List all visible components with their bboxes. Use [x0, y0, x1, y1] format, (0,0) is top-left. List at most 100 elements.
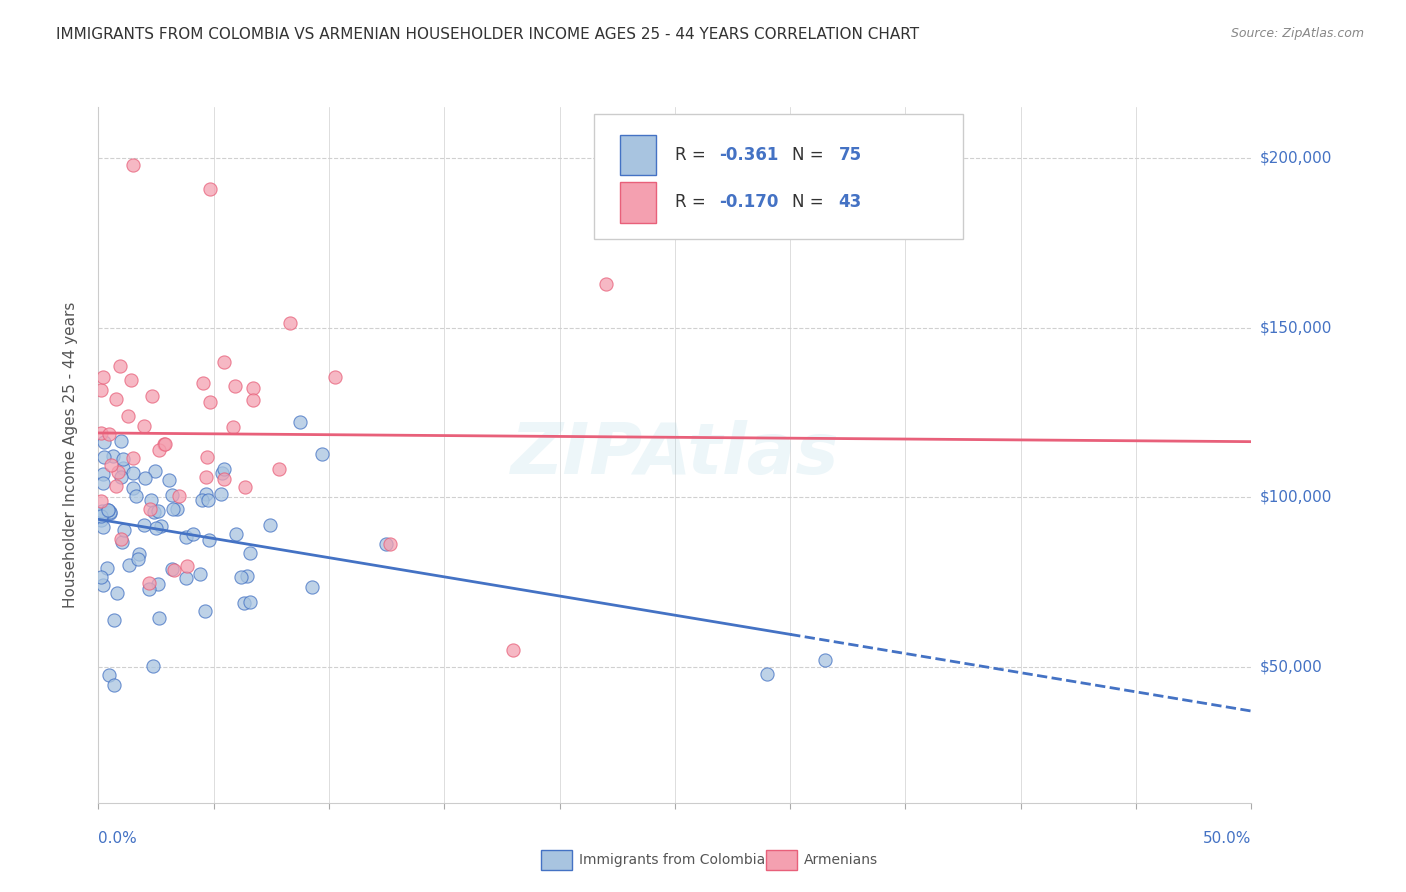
Point: [91, 504, 114, 518]
Point: [194, 486, 217, 500]
Point: [191, 376, 214, 390]
Point: [174, 530, 197, 544]
Point: [214, 472, 236, 486]
Point: [145, 464, 167, 478]
Point: [756, 666, 779, 681]
Point: [323, 370, 346, 384]
Point: [222, 420, 245, 434]
Point: [224, 379, 246, 393]
Point: [101, 449, 124, 463]
Point: [90, 509, 112, 524]
Point: [110, 532, 132, 546]
Point: [181, 526, 204, 541]
Point: [138, 582, 160, 597]
Text: ZIPAtlas: ZIPAtlas: [510, 420, 839, 490]
Point: [197, 492, 219, 507]
Point: [229, 570, 252, 584]
Point: [191, 492, 214, 507]
Point: [236, 569, 259, 583]
Point: [122, 158, 145, 172]
Point: [375, 537, 398, 551]
Point: [814, 653, 837, 667]
Point: [90, 513, 112, 527]
Point: [301, 580, 323, 594]
Point: [97, 503, 120, 517]
Point: [194, 604, 217, 618]
Point: [188, 567, 211, 582]
Point: [97, 503, 120, 517]
Text: Immigrants from Colombia: Immigrants from Colombia: [579, 853, 765, 867]
Point: [225, 527, 247, 541]
Point: [194, 470, 217, 484]
Point: [134, 517, 156, 532]
Point: [169, 489, 191, 503]
Point: [90, 493, 112, 508]
Point: [160, 488, 183, 502]
Text: R =: R =: [675, 194, 711, 211]
Point: [100, 458, 122, 472]
Text: 75: 75: [838, 146, 862, 164]
FancyBboxPatch shape: [595, 114, 963, 239]
Text: $50,000: $50,000: [1260, 659, 1323, 674]
Point: [91, 520, 114, 534]
Point: [209, 486, 232, 500]
Point: [198, 395, 221, 409]
Text: Armenians: Armenians: [804, 853, 879, 867]
Point: [211, 466, 233, 480]
Point: [117, 409, 139, 423]
FancyBboxPatch shape: [620, 135, 657, 175]
Point: [127, 552, 149, 566]
Point: [121, 466, 143, 480]
Point: [120, 373, 142, 387]
Point: [166, 502, 188, 516]
Point: [148, 442, 170, 457]
Point: [96, 561, 118, 575]
Point: [134, 471, 156, 485]
Point: [98, 427, 121, 442]
Point: [103, 678, 125, 692]
Point: [311, 447, 333, 461]
Point: [150, 519, 173, 533]
Point: [93, 450, 115, 464]
Point: [145, 521, 167, 535]
Point: [155, 436, 177, 450]
Point: [198, 533, 221, 547]
Text: N =: N =: [793, 146, 830, 164]
Point: [98, 668, 121, 682]
Y-axis label: Householder Income Ages 25 - 44 years: Householder Income Ages 25 - 44 years: [63, 301, 77, 608]
Point: [148, 503, 170, 517]
Point: [239, 594, 262, 608]
Point: [174, 571, 197, 585]
Point: [139, 502, 162, 516]
Point: [104, 392, 127, 407]
Point: [125, 489, 148, 503]
Text: N =: N =: [793, 194, 830, 211]
Point: [111, 534, 134, 549]
Point: [103, 613, 125, 627]
Point: [90, 425, 112, 440]
Point: [132, 418, 155, 433]
Point: [110, 434, 132, 449]
Point: [242, 381, 264, 395]
Point: [111, 460, 134, 475]
Point: [90, 570, 112, 584]
Point: [233, 480, 256, 494]
Point: [200, 181, 222, 195]
Point: [146, 576, 169, 591]
Point: [214, 354, 236, 368]
Point: [380, 537, 402, 551]
Point: [128, 547, 150, 561]
Text: -0.170: -0.170: [718, 194, 778, 211]
Point: [122, 481, 145, 495]
Point: [502, 643, 524, 657]
Point: [153, 437, 176, 451]
Point: [259, 517, 281, 532]
Point: [90, 383, 112, 397]
Point: [91, 578, 114, 592]
FancyBboxPatch shape: [620, 182, 657, 222]
Point: [242, 393, 264, 408]
Point: [138, 576, 160, 591]
Point: [142, 505, 165, 519]
Point: [269, 462, 291, 476]
Point: [288, 415, 311, 429]
